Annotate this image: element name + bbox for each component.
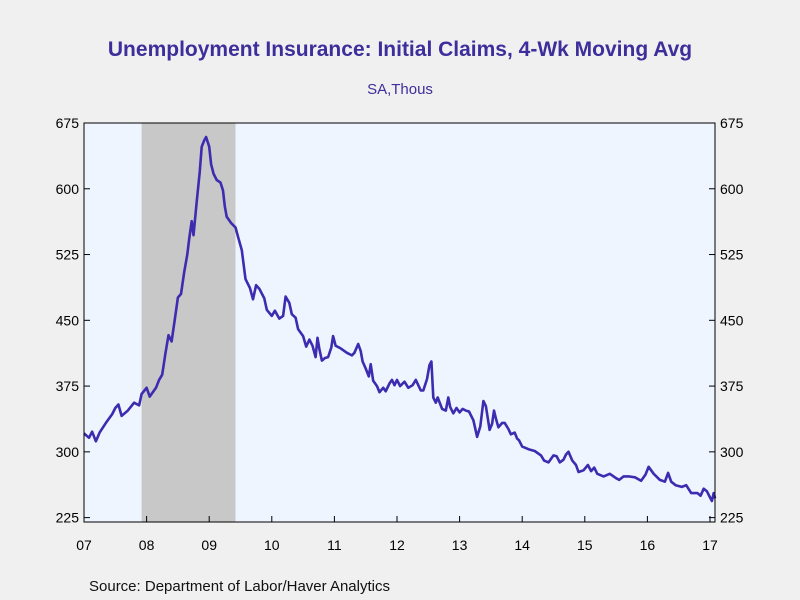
x-tick-label: 08 (139, 537, 155, 553)
x-tick-label: 13 (452, 537, 468, 553)
y-tick-label-left: 300 (56, 444, 80, 460)
y-tick-label-right: 300 (720, 444, 744, 460)
recession-shading (141, 123, 236, 522)
y-tick-label-left: 600 (56, 181, 80, 197)
x-tick-label: 07 (76, 537, 92, 553)
series-line (83, 135, 717, 503)
y-tick-label-left: 525 (56, 247, 80, 263)
y-tick-label-left: 450 (56, 312, 80, 328)
y-tick-label-left: 675 (56, 115, 80, 131)
x-tick-label: 17 (702, 537, 718, 553)
y-tick-label-left: 375 (56, 378, 80, 394)
x-tick-label: 16 (640, 537, 656, 553)
source-note: Source: Department of Labor/Haver Analyt… (89, 578, 390, 595)
y-tick-label-right: 225 (720, 510, 744, 526)
chart-subtitle: SA,Thous (367, 81, 433, 98)
x-tick-label: 12 (389, 537, 405, 553)
y-tick-label-right: 375 (720, 378, 744, 394)
y-tick-label-right: 675 (720, 115, 744, 131)
x-tick-label: 09 (201, 537, 217, 553)
y-tick-label-right: 525 (720, 247, 744, 263)
x-tick-label: 15 (577, 537, 593, 553)
chart-title: Unemployment Insurance: Initial Claims, … (107, 38, 693, 61)
x-tick-label: 11 (327, 537, 342, 553)
y-tick-label-right: 450 (720, 312, 744, 328)
y-tick-label-right: 600 (720, 181, 744, 197)
y-tick-label-left: 225 (56, 510, 80, 526)
x-tick-label: 10 (264, 537, 280, 553)
plot-frame (83, 122, 716, 523)
x-tick-label: 14 (514, 537, 530, 553)
